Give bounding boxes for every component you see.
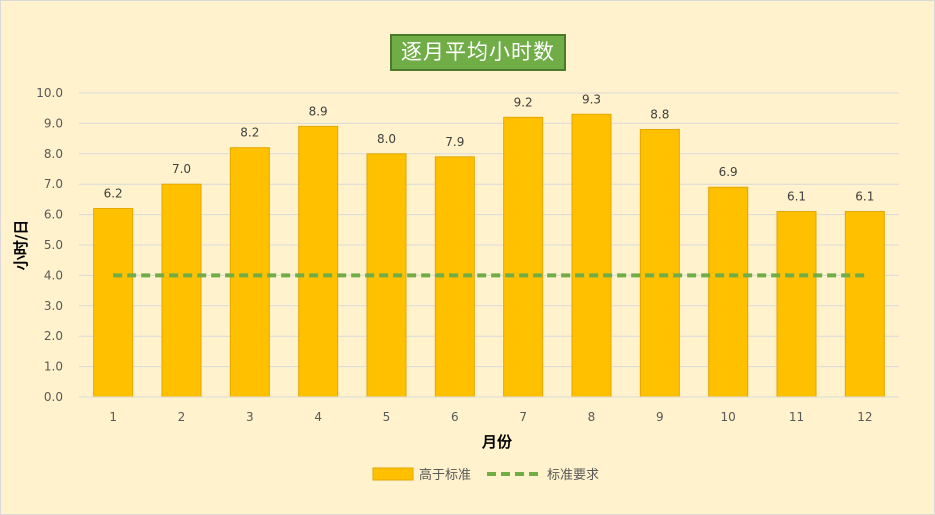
data-label: 7.9 xyxy=(445,135,464,149)
bar xyxy=(708,186,749,398)
bar xyxy=(93,208,134,398)
x-tick-label: 6 xyxy=(451,410,459,424)
y-tick-label: 0.0 xyxy=(44,390,63,404)
x-tick-label: 8 xyxy=(588,410,596,424)
data-label: 6.1 xyxy=(855,190,874,204)
data-label: 6.2 xyxy=(104,187,123,201)
x-tick-label: 11 xyxy=(789,410,804,424)
x-tick-label: 9 xyxy=(656,410,664,424)
data-label: 6.1 xyxy=(787,190,806,204)
y-axis-title: 小时/日 xyxy=(12,220,30,270)
bar xyxy=(776,211,817,398)
y-tick-label: 7.0 xyxy=(44,177,63,191)
bar xyxy=(229,147,270,398)
bar xyxy=(298,125,339,398)
x-tick-label: 5 xyxy=(383,410,391,424)
x-tick-label: 4 xyxy=(314,410,322,424)
legend-label-line: 标准要求 xyxy=(547,468,599,483)
bar xyxy=(571,113,612,398)
data-label: 6.9 xyxy=(719,165,738,179)
y-tick-label: 5.0 xyxy=(44,238,63,252)
x-axis-ticks: 1 2 3 4 5 6 7 8 9 10 11 12 xyxy=(109,410,872,424)
bar xyxy=(844,211,885,398)
x-tick-label: 10 xyxy=(721,410,736,424)
y-tick-label: 6.0 xyxy=(44,208,63,222)
data-label: 8.2 xyxy=(240,126,259,140)
y-tick-label: 4.0 xyxy=(44,268,63,282)
bars xyxy=(93,113,885,398)
legend-label-bar: 高于标准 xyxy=(419,467,471,483)
legend: 高于标准 标准要求 xyxy=(372,467,599,483)
y-tick-label: 3.0 xyxy=(44,299,63,313)
data-label: 7.0 xyxy=(172,162,191,176)
chart-title: 逐月平均小时数 xyxy=(390,34,566,71)
bar xyxy=(639,128,680,398)
x-tick-label: 2 xyxy=(178,410,186,424)
y-axis-ticks: 0.0 1.0 2.0 3.0 4.0 5.0 6.0 7.0 8.0 9.0 10.0 xyxy=(36,86,63,404)
x-axis-title: 月份 xyxy=(481,433,513,451)
data-label: 8.0 xyxy=(377,132,396,146)
data-label: 9.3 xyxy=(582,92,601,106)
y-tick-label: 9.0 xyxy=(44,116,63,130)
y-tick-label: 8.0 xyxy=(44,147,63,161)
y-tick-label: 10.0 xyxy=(36,86,63,100)
bar xyxy=(503,116,544,398)
legend-swatch-bar xyxy=(372,467,414,481)
data-labels: 6.2 7.0 8.2 8.9 8.0 7.9 9.2 9.3 8.8 6.9 6.1 6.1 xyxy=(104,92,875,203)
data-label: 9.2 xyxy=(514,95,533,109)
x-tick-label: 7 xyxy=(519,410,527,424)
y-tick-label: 1.0 xyxy=(44,360,63,374)
bar xyxy=(161,183,202,398)
gridlines xyxy=(79,92,899,368)
x-tick-label: 12 xyxy=(857,410,872,424)
data-label: 8.9 xyxy=(309,104,328,118)
data-label: 8.8 xyxy=(650,107,669,121)
y-tick-label: 2.0 xyxy=(44,329,63,343)
x-tick-label: 3 xyxy=(246,410,254,424)
x-tick-label: 1 xyxy=(109,410,117,424)
